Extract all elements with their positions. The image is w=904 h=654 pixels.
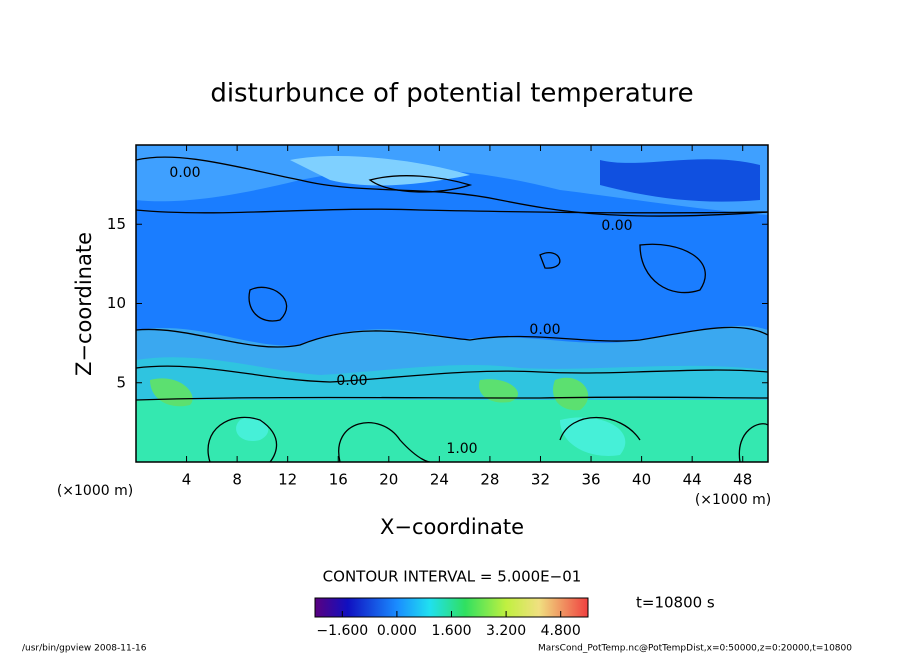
- footer-left: /usr/bin/gpview 2008-11-16: [22, 644, 147, 654]
- x-tick-label: 4: [182, 471, 192, 489]
- footer-right: MarsCond_PotTemp.nc@PotTempDist,x=0:5000…: [538, 644, 852, 654]
- x-tick-label: 12: [278, 471, 297, 489]
- colorbar-tick-label: −1.600: [316, 623, 368, 639]
- colorbar-tick-label: 0.000: [377, 623, 417, 639]
- x-tick-label: 20: [379, 471, 398, 489]
- y-axis-label: Z−coordinate: [72, 232, 96, 376]
- x-tick-label: 24: [430, 471, 449, 489]
- x-tick-label: 48: [733, 471, 752, 489]
- y-unit-label: (×1000 m): [57, 483, 133, 499]
- contour-label: 0.00: [529, 322, 560, 338]
- contour-label: 0.00: [169, 165, 200, 181]
- y-tick-label: 15: [107, 215, 126, 233]
- time-label: t=10800 s: [636, 594, 715, 612]
- contour-label: 0.00: [336, 373, 367, 389]
- x-tick-label: 16: [329, 471, 348, 489]
- x-unit-label: (×1000 m): [695, 492, 771, 508]
- chart-title: disturbunce of potential temperature: [210, 79, 693, 109]
- x-tick-label: 44: [683, 471, 702, 489]
- y-tick-label: 5: [116, 373, 126, 391]
- contour-label: 0.00: [601, 218, 632, 234]
- contour-interval: CONTOUR INTERVAL = 5.000E−01: [323, 568, 582, 586]
- colorbar-tick-label: 3.200: [486, 623, 526, 639]
- x-tick-label: 36: [581, 471, 600, 489]
- colorbar-tick-label: 4.800: [541, 623, 581, 639]
- x-tick-label: 8: [232, 471, 242, 489]
- field: [136, 145, 768, 462]
- x-tick-label: 28: [480, 471, 499, 489]
- colorbar-tick-label: 1.600: [431, 623, 471, 639]
- contour-label: 1.00: [446, 441, 477, 457]
- x-tick-label: 32: [531, 471, 550, 489]
- x-tick-label: 40: [632, 471, 651, 489]
- x-axis-label: X−coordinate: [380, 515, 524, 539]
- y-tick-label: 10: [107, 294, 126, 312]
